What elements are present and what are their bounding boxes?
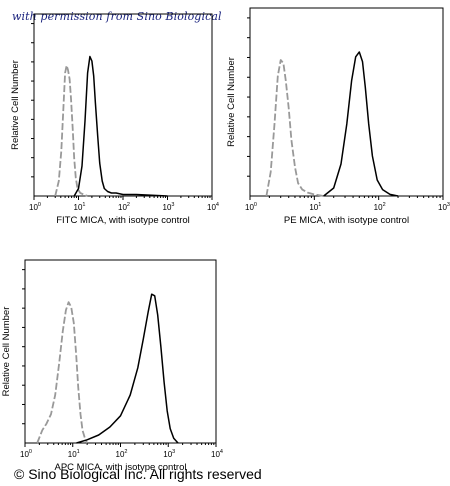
- x-tick-label: 104: [207, 202, 219, 212]
- x-tick-label: 101: [309, 202, 321, 212]
- x-axis-label: APC MICA, with isotype control: [55, 462, 187, 473]
- y-axis-label: Relative Cell Number: [226, 57, 237, 147]
- x-tick-label: 102: [374, 202, 386, 212]
- fitc-histogram-panel: 100 101 102 103 104 FITC MICA, with isotype c…: [10, 13, 219, 226]
- plot-frame: [249, 7, 444, 197]
- x-axis-label: FITC MICA, with isotype control: [56, 215, 190, 226]
- pe-histogram-panel: 100 101 102 103 PE MICA, with isotype contro…: [226, 7, 450, 226]
- x-axis-label: PE MICA, with isotype control: [284, 215, 409, 226]
- watermark-text: with permission from Sino Biological: [12, 10, 222, 23]
- x-tick-label: 102: [116, 449, 128, 459]
- x-tick-label: 103: [163, 202, 175, 212]
- x-tick-label: 104: [211, 449, 223, 459]
- x-tick-label: 103: [163, 449, 175, 459]
- x-tick-label: 100: [29, 202, 41, 212]
- isotype-control-histogram: [54, 64, 88, 197]
- x-tick-label: 101: [74, 202, 86, 212]
- x-tick-label: 101: [68, 449, 80, 459]
- x-tick-label: 100: [245, 202, 257, 212]
- y-axis-label: Relative Cell Number: [1, 307, 12, 397]
- x-tick-label: 103: [438, 202, 450, 212]
- copyright-text: © Sino Biological Inc. All rights reserv…: [14, 466, 262, 482]
- mica-stained-histogram: [76, 293, 179, 444]
- x-tick-label: 102: [118, 202, 130, 212]
- mica-stained-histogram: [73, 55, 168, 197]
- isotype-control-histogram: [36, 301, 88, 444]
- y-axis-label: Relative Cell Number: [10, 60, 21, 150]
- x-tick-label: 100: [20, 449, 32, 459]
- mica-stained-histogram: [323, 51, 399, 197]
- apc-histogram-panel: 100 101 102 103 104 APC MICA, with isotype co…: [1, 259, 223, 473]
- isotype-control-histogram: [265, 59, 324, 197]
- plot-frame: [33, 13, 213, 197]
